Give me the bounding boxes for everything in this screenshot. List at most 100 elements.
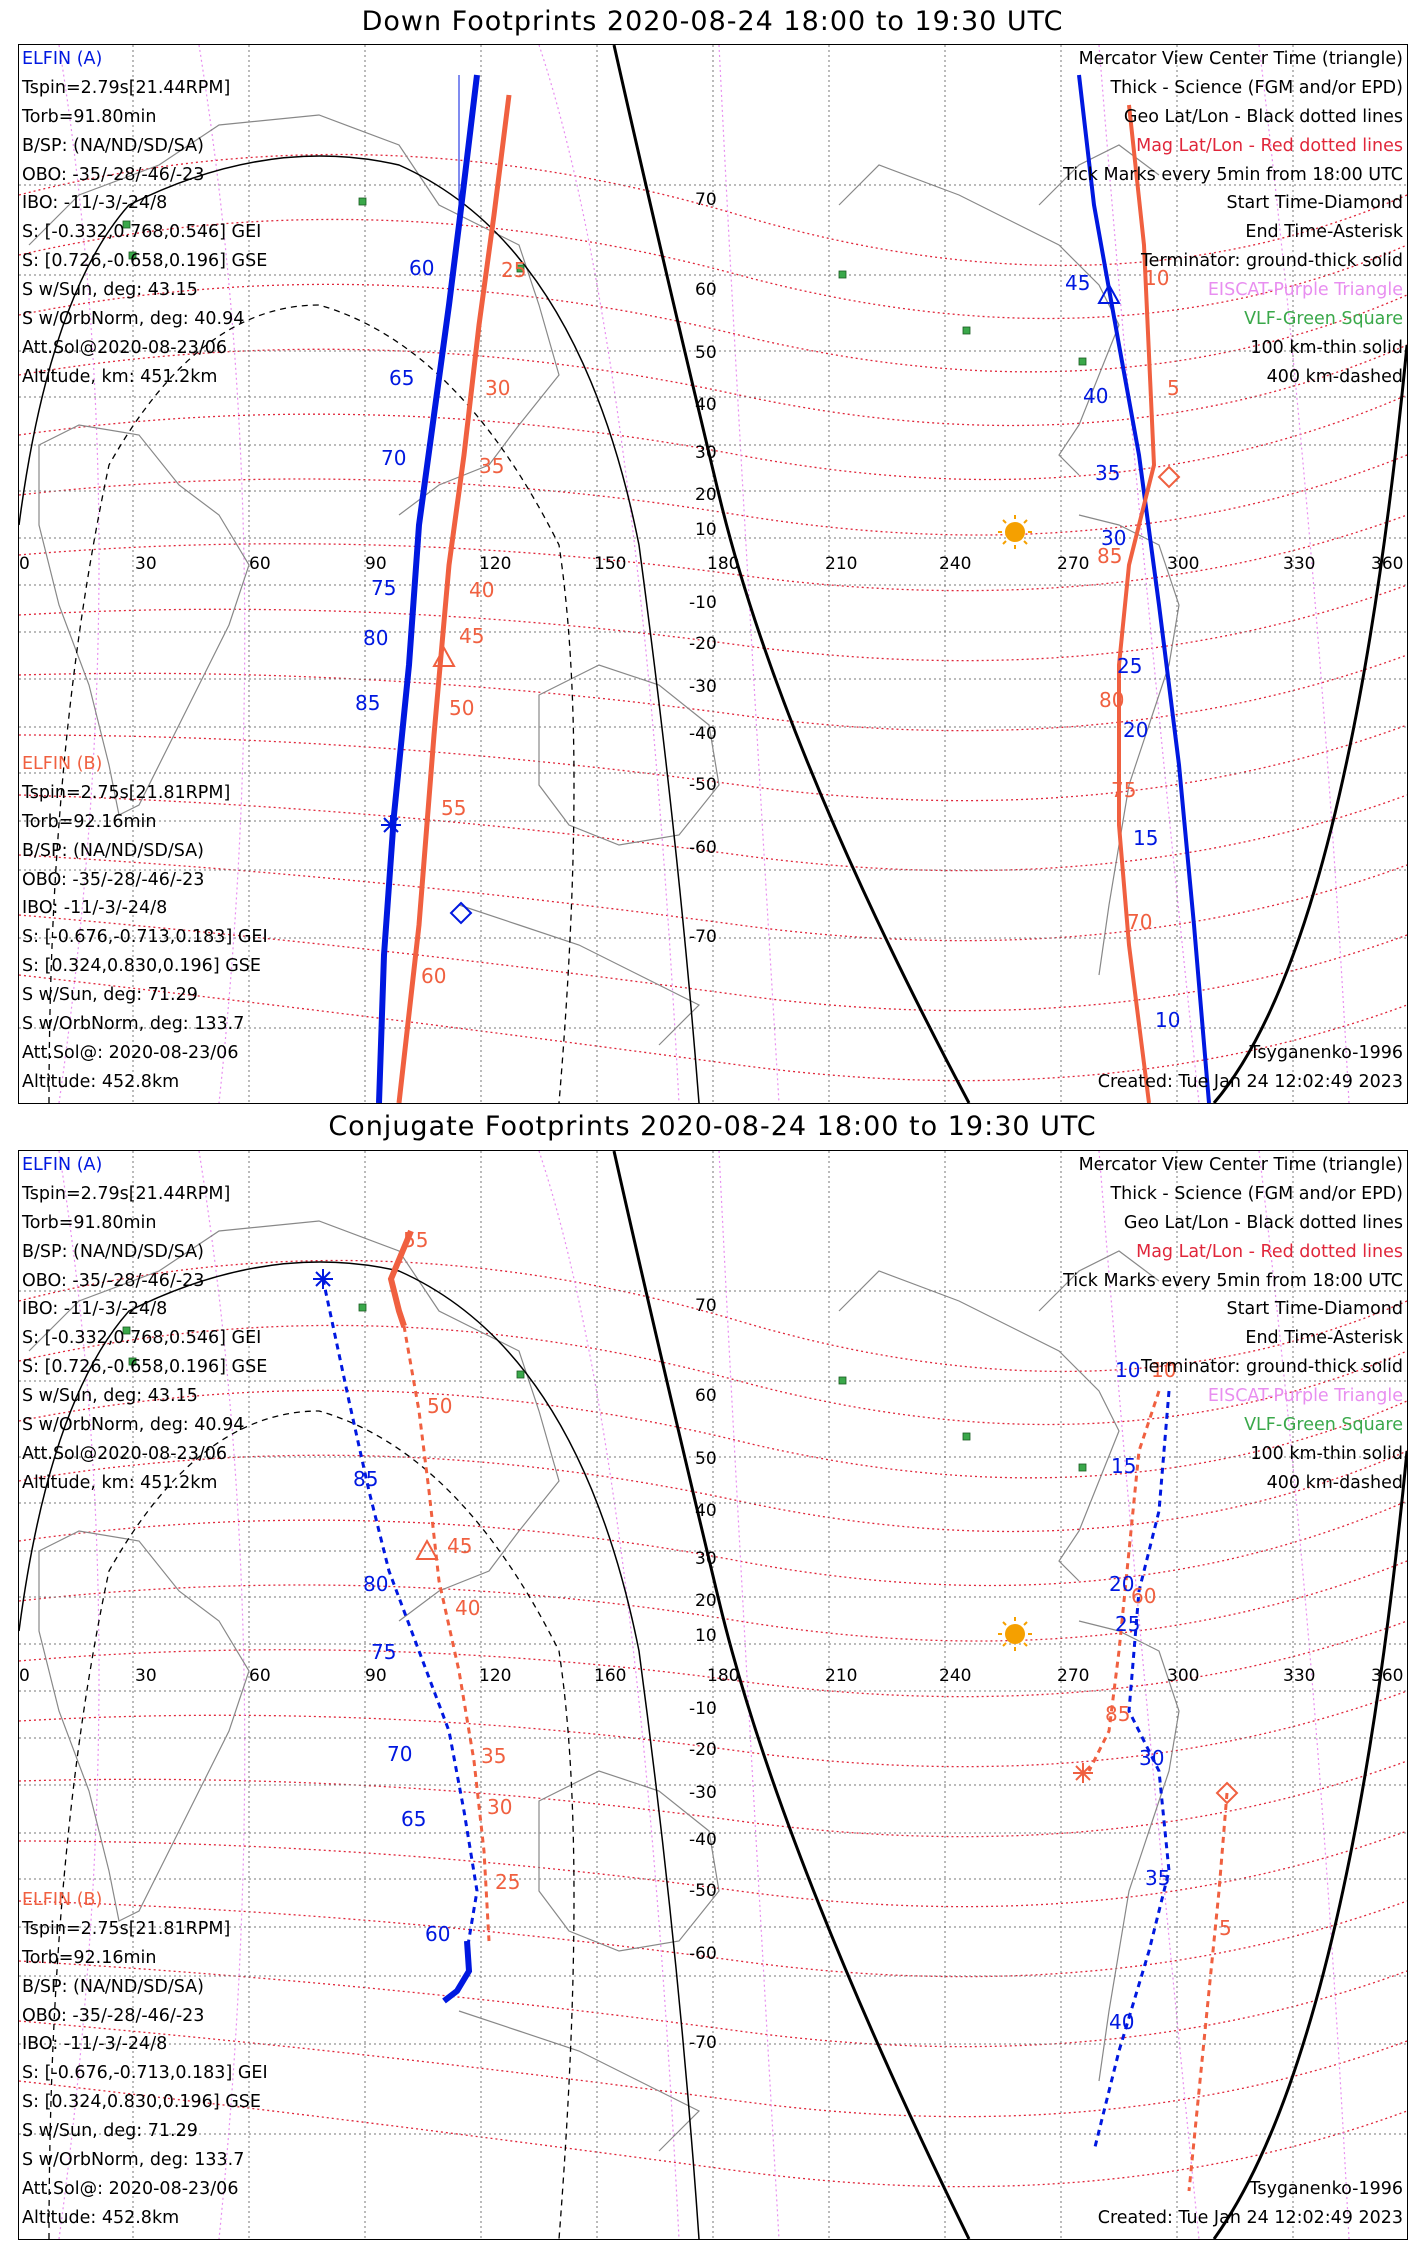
- info-line: S w/Sun, deg: 43.15: [22, 1386, 198, 1407]
- info-line: S: [-0.332,0.768,0.546] GEI: [22, 1328, 262, 1349]
- model-label: Tsyganenko-1996: [1249, 2179, 1403, 2199]
- elfin-b-label: ELFIN (B): [22, 1890, 103, 1910]
- vlf-markers: [122, 197, 1087, 366]
- square-icon: [358, 1303, 367, 1312]
- info-line: Torb=91.80min: [22, 106, 157, 127]
- tick-label: 80: [1099, 688, 1124, 712]
- lon-tick: 90: [365, 1666, 387, 1686]
- lon-tick: 330: [1283, 554, 1315, 574]
- elfin-b-time-labels: 55 50 45 40 35 30 25 10 60 85 5: [403, 1228, 1232, 1940]
- lat-tick: -40: [689, 724, 717, 744]
- elfin-a-info: ELFIN (A) Tspin=2.79s[21.44RPM] Torb=91.…: [22, 1151, 267, 1498]
- tick-label: 20: [1123, 718, 1148, 742]
- map-panel-conjugate: 0 30 60 90 120 160 180 210 240 270 300 3…: [18, 1150, 1408, 2240]
- square-icon: [516, 264, 525, 273]
- tick-label: 75: [371, 576, 396, 600]
- info-line: Torb=92.16min: [22, 811, 157, 832]
- tick-label: 15: [1133, 826, 1158, 850]
- lon-tick: 120: [479, 554, 511, 574]
- lon-tick-labels: 0 30 60 90 120 150 180 210 240 270 300 3…: [19, 554, 1403, 574]
- info-line: Att.Sol@: 2020-08-23/06: [22, 1042, 239, 1063]
- lon-tick: 300: [1167, 554, 1199, 574]
- lat-tick-labels: 70 60 50 40 30 20 10 -10 -20 -30 -40 -50…: [689, 190, 717, 947]
- lat-tick: -10: [689, 1699, 717, 1719]
- square-icon: [838, 1376, 847, 1385]
- legend-line: Thick - Science (FGM and/or EPD): [1110, 1183, 1403, 1204]
- lat-tick: 20: [695, 485, 717, 505]
- created-label: Created: Tue Jan 24 12:02:49 2023: [1097, 1072, 1403, 1092]
- elfin-b-info: ELFIN (B) Tspin=2.75s[21.81RPM] Torb=92.…: [22, 750, 268, 1097]
- elfin-b-track: [387, 1229, 1229, 2192]
- triangle-icon: [432, 645, 456, 667]
- elfin-a-time-labels: 85 80 75 70 65 60 10 15 20 25 30 35 40: [353, 1358, 1170, 2034]
- legend-line: Mag Lat/Lon - Red dotted lines: [1136, 135, 1403, 156]
- tick-label: 85: [1097, 544, 1122, 568]
- tick-label: 30: [487, 1795, 512, 1819]
- mag-grid: [19, 153, 1407, 1082]
- square-icon: [962, 1432, 971, 1441]
- info-line: Altitude, km: 451.2km: [22, 1472, 218, 1493]
- legend-line: Terminator: ground-thick solid: [1140, 1357, 1403, 1378]
- tick-label: 60: [1131, 1584, 1156, 1608]
- lat-tick: -30: [689, 1783, 717, 1803]
- info-line: S w/Sun, deg: 71.29: [22, 985, 198, 1006]
- info-line: IBO: -11/-3/-24/8: [22, 898, 168, 919]
- info-line: IBO: -11/-3/-24/8: [22, 1299, 168, 1320]
- tick-label: 20: [1109, 1572, 1134, 1596]
- lat-tick: -20: [689, 1740, 717, 1760]
- tick-label: 60: [421, 964, 446, 988]
- markers: [313, 1269, 1239, 1805]
- tick-label: 50: [449, 696, 474, 720]
- info-line: B/SP: (NA/ND/SD/SA): [22, 135, 204, 156]
- legend-line: Geo Lat/Lon - Black dotted lines: [1123, 1212, 1403, 1233]
- square-icon: [838, 270, 847, 279]
- sun-icon: [998, 515, 1032, 549]
- lon-tick: 330: [1283, 1666, 1315, 1686]
- lat-tick: -60: [689, 838, 717, 858]
- lat-tick: 10: [695, 520, 717, 540]
- tick-label: 85: [355, 691, 380, 715]
- diamond-icon: [1157, 465, 1181, 489]
- tick-label: 70: [387, 1742, 412, 1766]
- square-icon: [122, 220, 131, 229]
- tick-label: 35: [1095, 461, 1120, 485]
- tick-label: 70: [381, 446, 406, 470]
- elfin-b-label: ELFIN (B): [22, 754, 103, 774]
- map-canvas-conjugate: 0 30 60 90 120 160 180 210 240 270 300 3…: [19, 1151, 1407, 2239]
- elfin-a-time-labels: 60 65 70 75 80 85 45 40 35 30 25 20 15 1…: [355, 256, 1180, 1032]
- info-line: Att.Sol@2020-08-23/06: [22, 1443, 227, 1464]
- lat-tick: 50: [695, 343, 717, 363]
- legend-line: Mercator View Center Time (triangle): [1078, 1155, 1403, 1175]
- lon-tick: 0: [19, 1666, 30, 1686]
- lat-tick: -60: [689, 1944, 717, 1964]
- lon-tick: 210: [825, 554, 857, 574]
- lat-tick: 40: [695, 1501, 717, 1521]
- tick-label: 35: [481, 1744, 506, 1768]
- elfin-a-info: ELFIN (A) Tspin=2.79s[21.44RPM] Torb=91.…: [22, 45, 267, 392]
- tick-label: 10: [1144, 266, 1169, 290]
- tick-label: 40: [1083, 384, 1108, 408]
- elfin-b-track: [396, 94, 1157, 1103]
- tick-label: 80: [363, 626, 388, 650]
- tick-label: 25: [495, 1870, 520, 1894]
- legend-line: End Time-Asterisk: [1245, 1328, 1403, 1349]
- lon-tick: 300: [1167, 1666, 1199, 1686]
- info-line: OBO: -35/-28/-46/-23: [22, 869, 205, 890]
- lat-tick: -20: [689, 634, 717, 654]
- tick-label: 40: [1109, 2010, 1134, 2034]
- triangle-icon: [1097, 282, 1121, 304]
- info-line: S w/Sun, deg: 43.15: [22, 280, 198, 301]
- tick-label: 10: [1151, 1358, 1176, 1382]
- panel-title-conjugate: Conjugate Footprints 2020-08-24 18:00 to…: [328, 1111, 1097, 1142]
- diamond-icon: [1215, 1781, 1239, 1805]
- legend: Mercator View Center Time (triangle) Thi…: [1063, 45, 1403, 392]
- lat-tick: 70: [695, 190, 717, 210]
- lon-tick: 0: [19, 554, 30, 574]
- elfin-a-label: ELFIN (A): [22, 49, 103, 69]
- map-panel-down: 0 30 60 90 120 150 180 210 240 270 300 3…: [18, 44, 1408, 1104]
- elfin-a-track: [321, 1278, 1171, 2152]
- info-line: B/SP: (NA/ND/SD/SA): [22, 840, 204, 861]
- asterisk-icon: [313, 1269, 333, 1289]
- tick-label: 65: [401, 1807, 426, 1831]
- tick-label: 10: [1155, 1008, 1180, 1032]
